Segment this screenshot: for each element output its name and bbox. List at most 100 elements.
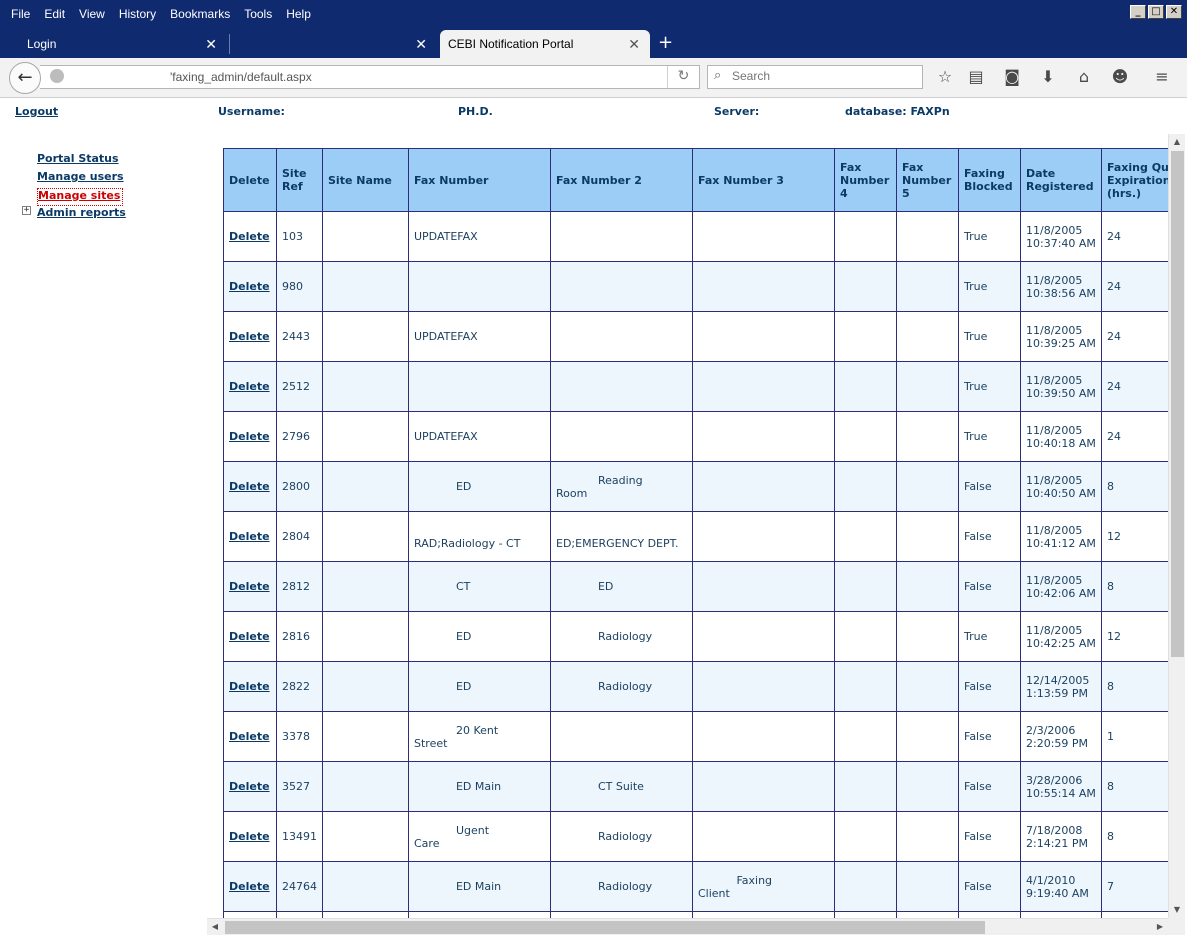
- tab-blank[interactable]: ✕: [231, 30, 437, 58]
- expand-icon[interactable]: +: [22, 205, 31, 215]
- delete-link[interactable]: Delete: [229, 680, 270, 693]
- sidebar-item-admin-reports[interactable]: Admin reports: [37, 206, 126, 219]
- cell-fax3: [692, 511, 835, 562]
- cell-blocked: False: [958, 811, 1021, 862]
- column-header: Fax Number 2: [550, 148, 693, 212]
- pocket-icon[interactable]: ◙: [1004, 67, 1020, 86]
- menu-icon[interactable]: ≡: [1155, 67, 1169, 86]
- cell-value: 4/1/2010 9:19:40 AM: [1026, 873, 1089, 900]
- home-icon[interactable]: ⌂: [1078, 67, 1090, 86]
- sidebar-item-manage-users[interactable]: Manage users: [37, 170, 124, 183]
- horizontal-scroll-thumb[interactable]: [225, 921, 985, 934]
- cell-fax1: UPDATEFAX: [408, 211, 551, 262]
- close-tab-icon[interactable]: ✕: [415, 37, 427, 53]
- smiley-icon[interactable]: ☻: [1111, 67, 1129, 86]
- delete-link[interactable]: Delete: [229, 230, 270, 243]
- cell-date: 12/14/2005 1:13:59 PM: [1020, 661, 1102, 712]
- horizontal-scrollbar[interactable]: ◀ ▶: [207, 918, 1168, 935]
- column-header: Fax Number 5: [896, 148, 959, 212]
- tab-login[interactable]: Login ✕: [5, 30, 227, 58]
- cell-fax3: [692, 261, 835, 312]
- back-button[interactable]: ←: [9, 62, 41, 94]
- cell-fax2: Radiology: [550, 861, 693, 912]
- scroll-up-icon[interactable]: ▲: [1173, 137, 1181, 146]
- cell-ref: 3527: [276, 761, 323, 812]
- delete-link[interactable]: Delete: [229, 830, 270, 843]
- cell-value: 11/8/2005 10:42:06 AM: [1026, 573, 1096, 600]
- cell-value: UPDATEFAX: [414, 230, 478, 243]
- search-input[interactable]: [732, 69, 912, 83]
- scroll-left-icon[interactable]: ◀: [211, 922, 219, 931]
- cell-fax1: ED: [408, 611, 551, 662]
- menu-item-file[interactable]: File: [11, 7, 31, 21]
- menu-item-tools[interactable]: Tools: [244, 7, 273, 21]
- cell-ref: 24764: [276, 861, 323, 912]
- maximize-button[interactable]: □: [1148, 5, 1164, 19]
- scrollbar-corner: [1168, 918, 1185, 935]
- new-tab-button[interactable]: +: [658, 32, 674, 53]
- vertical-scrollbar[interactable]: ▲ ▼: [1168, 134, 1185, 918]
- menu-item-history[interactable]: History: [118, 7, 157, 21]
- url-bar[interactable]: 'faxing_admin/default.aspx ↻: [40, 65, 700, 89]
- cell-value: 24: [1107, 330, 1121, 343]
- delete-link[interactable]: Delete: [229, 530, 270, 543]
- close-tab-icon[interactable]: ✕: [628, 37, 640, 53]
- cell-value: True: [964, 380, 988, 393]
- cell-expiry: 24: [1101, 361, 1168, 412]
- delete-link[interactable]: Delete: [229, 580, 270, 593]
- scroll-right-icon[interactable]: ▶: [1156, 922, 1164, 931]
- close-tab-icon[interactable]: ✕: [205, 37, 217, 53]
- menu-item-help[interactable]: Help: [286, 7, 311, 21]
- table-row: Delete 2822 ED Radiology False 12/14/2005 1…: [223, 661, 1168, 712]
- cell-date: 2/3/2006 2:20:59 PM: [1020, 711, 1102, 762]
- column-header: Faxing Queue Expiration (hrs.): [1101, 148, 1168, 212]
- cell-ref: 2443: [276, 311, 323, 362]
- menu-item-view[interactable]: View: [79, 7, 105, 21]
- cell-value: 24: [1107, 430, 1121, 443]
- tab-cebi-portal[interactable]: CEBI Notification Portal ✕: [440, 30, 650, 58]
- reading-list-icon[interactable]: ▤: [968, 67, 984, 86]
- cell-value: False: [964, 480, 992, 493]
- delete-cell: Delete: [223, 461, 277, 512]
- sidebar-item-portal-status[interactable]: Portal Status: [37, 152, 119, 165]
- menu-item-edit[interactable]: Edit: [44, 7, 66, 21]
- menu-item-bookmarks[interactable]: Bookmarks: [170, 7, 231, 21]
- cell-fax1: UPDATEFAX: [408, 411, 551, 462]
- browser-titlebar: File Edit View History Bookmarks Tools Help _ …: [0, 0, 1187, 58]
- close-window-button[interactable]: ✕: [1166, 5, 1182, 19]
- cell-fax5: [896, 361, 959, 412]
- delete-link[interactable]: Delete: [229, 630, 270, 643]
- cell-fax4: [834, 861, 897, 912]
- scroll-down-icon[interactable]: ▼: [1173, 905, 1181, 914]
- delete-link[interactable]: Delete: [229, 280, 270, 293]
- cell-fax5: [896, 461, 959, 512]
- vertical-scroll-thumb[interactable]: [1171, 151, 1184, 657]
- cell-ref: 2822: [276, 661, 323, 712]
- cell-date: 11/8/2005 10:37:40 AM: [1020, 211, 1102, 262]
- delete-link[interactable]: Delete: [229, 330, 270, 343]
- download-icon[interactable]: ⬇: [1041, 67, 1055, 86]
- column-header: Fax Number 4: [834, 148, 897, 212]
- sites-table: Delete Site Ref Site Name Fax Number Fax Num…: [223, 148, 1168, 918]
- cell-name: [322, 611, 409, 662]
- search-box[interactable]: ⌕: [707, 65, 923, 89]
- delete-link[interactable]: Delete: [229, 480, 270, 493]
- delete-link[interactable]: Delete: [229, 780, 270, 793]
- sidebar-item-manage-sites[interactable]: Manage sites: [37, 188, 123, 206]
- delete-link[interactable]: Delete: [229, 880, 270, 893]
- cell-value: 2822: [282, 680, 310, 693]
- delete-link[interactable]: Delete: [229, 430, 270, 443]
- minimize-button[interactable]: _: [1130, 5, 1146, 19]
- cell-fax4: [834, 511, 897, 562]
- delete-link[interactable]: Delete: [229, 730, 270, 743]
- cell-blocked: True: [958, 361, 1021, 412]
- cell-date: 11/8/2005 10:39:50 AM: [1020, 361, 1102, 412]
- cell-ref: 2816: [276, 611, 323, 662]
- star-icon[interactable]: ☆: [937, 67, 953, 86]
- reload-icon[interactable]: ↻: [667, 66, 699, 88]
- logout-link[interactable]: Logout: [15, 105, 59, 118]
- cell-value: 11/8/2005 10:37:40 AM: [1026, 223, 1096, 250]
- delete-link[interactable]: Delete: [229, 380, 270, 393]
- cell-date: 4/1/2010 9:19:40 AM: [1020, 861, 1102, 912]
- tab-label: Login: [27, 37, 57, 51]
